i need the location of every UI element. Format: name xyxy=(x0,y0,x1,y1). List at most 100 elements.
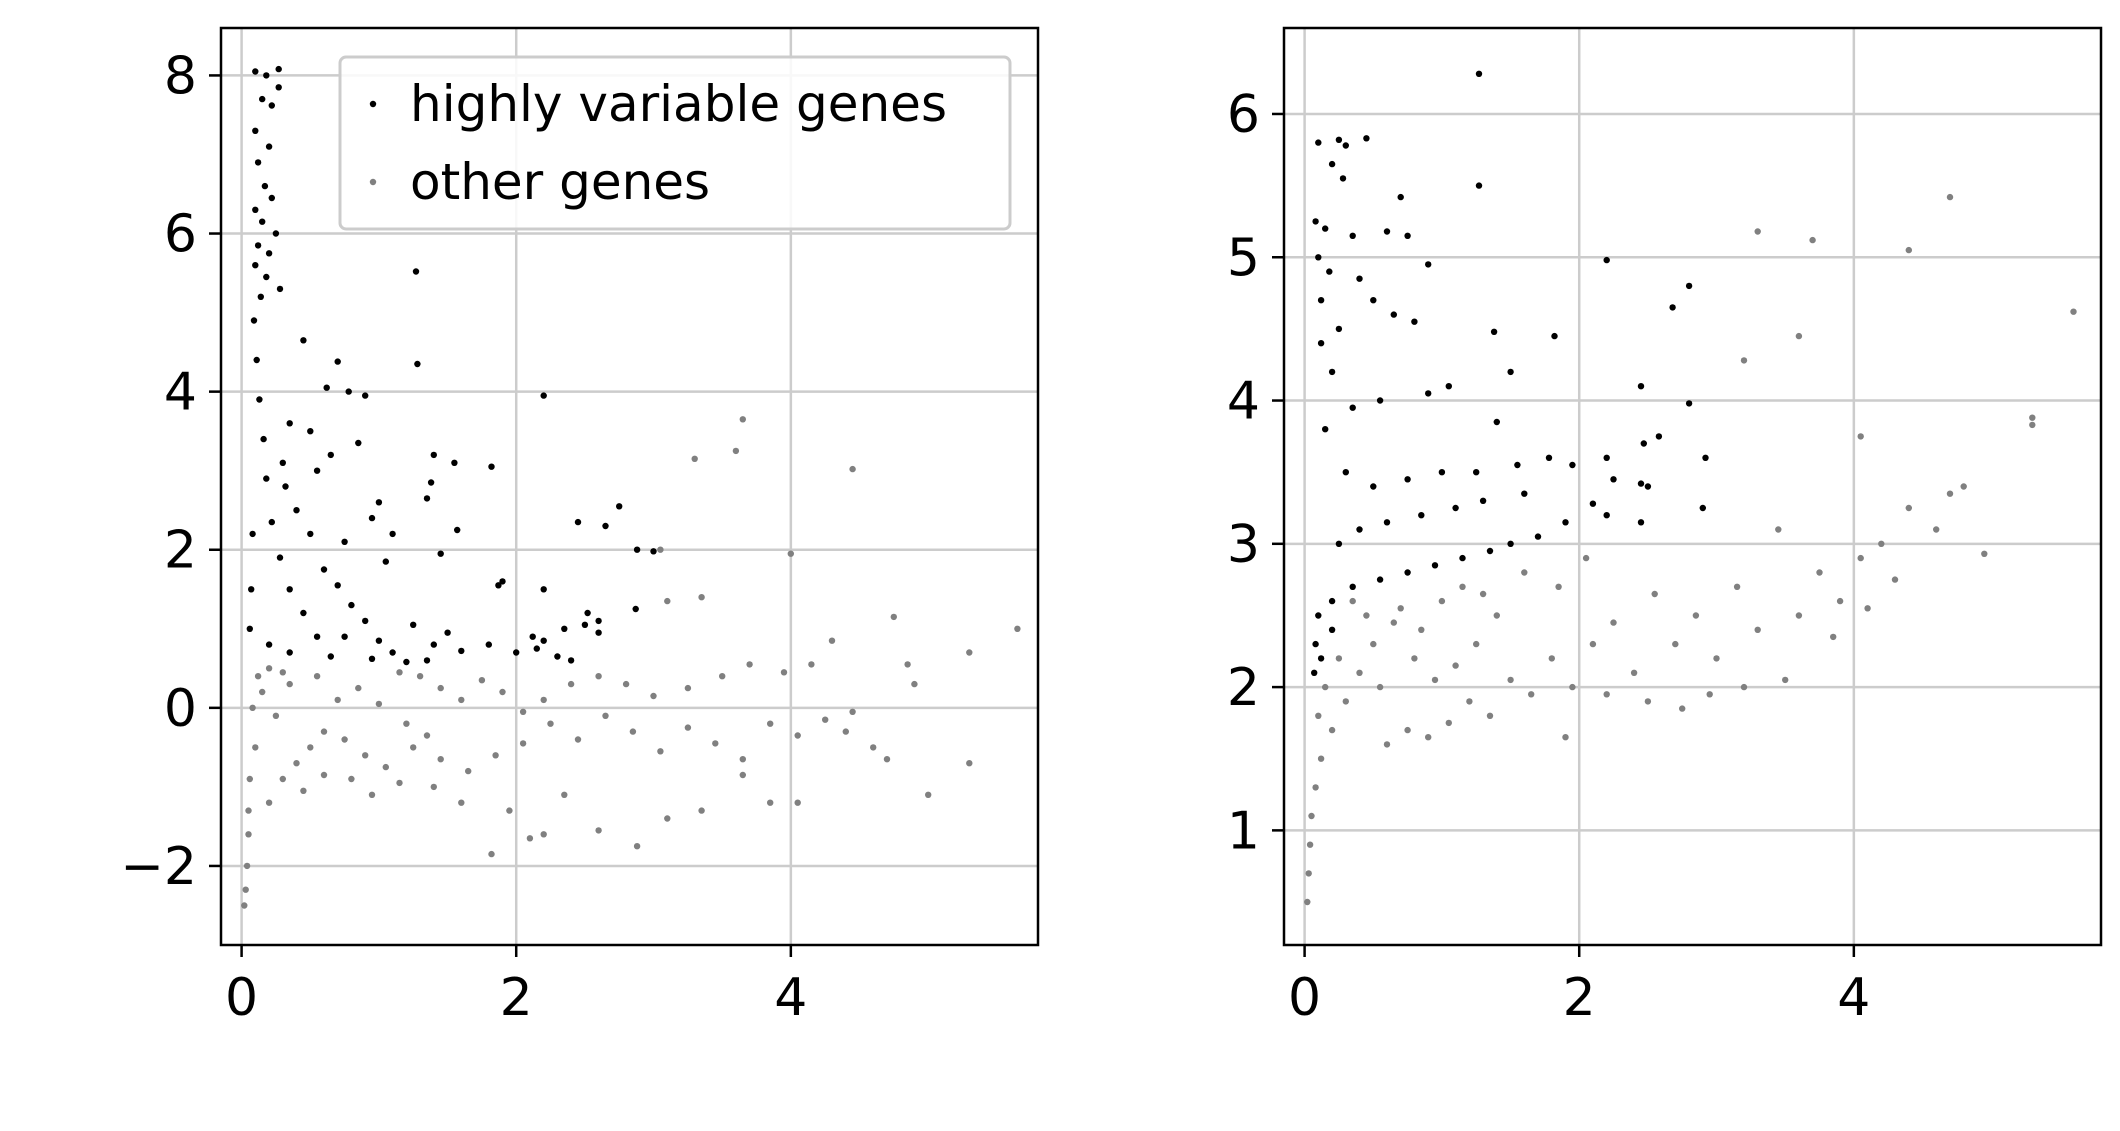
data-point xyxy=(268,518,275,526)
data-point xyxy=(1809,236,1816,244)
y-tick-label: 1 xyxy=(1227,801,1260,861)
scatter-panel-1: 0 2 4 −2 0 2 4 6 8 highly variable genes other gen… xyxy=(120,26,1040,1028)
data-point xyxy=(245,831,252,838)
data-point xyxy=(684,684,692,692)
data-point xyxy=(712,740,719,747)
scatter-panel-2: 0 2 4 1 2 3 4 5 6 xyxy=(1227,26,2103,1028)
data-point xyxy=(252,68,259,75)
data-point xyxy=(966,760,973,767)
data-point xyxy=(1356,275,1363,282)
data-point xyxy=(1562,519,1569,526)
series-other-genes xyxy=(1304,193,2077,906)
data-point xyxy=(1514,461,1521,469)
data-point xyxy=(488,463,495,470)
data-point xyxy=(293,507,300,514)
data-point xyxy=(1582,554,1590,562)
data-point xyxy=(1383,741,1391,748)
data-point xyxy=(904,661,911,668)
data-point xyxy=(265,250,273,257)
data-point xyxy=(437,684,444,692)
data-point xyxy=(632,605,639,613)
data-point xyxy=(1864,605,1871,612)
data-point xyxy=(1312,640,1319,648)
data-point xyxy=(554,653,561,660)
data-point xyxy=(286,420,293,427)
data-point xyxy=(375,700,383,708)
data-point xyxy=(787,550,794,557)
data-point xyxy=(241,902,248,909)
data-point xyxy=(1376,683,1384,691)
data-point xyxy=(488,850,495,858)
data-point xyxy=(633,843,641,850)
data-point xyxy=(348,775,355,783)
data-point xyxy=(410,621,417,628)
data-point xyxy=(272,230,280,237)
data-point xyxy=(320,728,328,735)
data-point xyxy=(282,483,289,490)
data-point xyxy=(1857,433,1864,440)
data-point xyxy=(430,783,437,791)
data-point xyxy=(540,831,547,838)
data-point xyxy=(341,538,348,545)
data-point xyxy=(691,455,698,462)
y-tick-label: 6 xyxy=(1227,85,1260,145)
data-point xyxy=(313,467,321,474)
data-point xyxy=(1493,418,1501,426)
data-point xyxy=(966,649,973,656)
data-point xyxy=(427,479,435,486)
data-point xyxy=(602,712,609,719)
data-point xyxy=(254,242,262,249)
data-point xyxy=(842,728,849,735)
data-point xyxy=(1836,597,1844,605)
data-point xyxy=(1317,340,1325,347)
data-point xyxy=(437,550,444,557)
data-point xyxy=(1397,605,1404,612)
data-point xyxy=(252,744,259,751)
data-point xyxy=(1328,626,1336,633)
data-point xyxy=(1418,512,1425,519)
data-point xyxy=(719,673,726,680)
data-point xyxy=(1479,590,1487,598)
data-point xyxy=(519,708,527,715)
data-point xyxy=(595,629,602,636)
data-point xyxy=(1404,232,1411,239)
data-point xyxy=(1551,332,1558,340)
data-point xyxy=(1603,256,1610,264)
data-point xyxy=(1317,297,1325,304)
data-point xyxy=(246,625,253,632)
data-point xyxy=(664,815,671,822)
data-point xyxy=(1328,160,1336,168)
data-point xyxy=(1685,400,1693,407)
data-point xyxy=(664,597,671,605)
data-point xyxy=(362,752,369,759)
data-point xyxy=(1754,626,1761,633)
data-point xyxy=(595,827,602,834)
data-point xyxy=(1486,712,1494,719)
data-point xyxy=(341,736,348,743)
data-point xyxy=(1933,526,1940,533)
data-point xyxy=(249,530,256,538)
data-point xyxy=(257,293,264,300)
data-point xyxy=(1356,669,1363,676)
data-point xyxy=(1740,357,1748,364)
data-point xyxy=(890,613,897,621)
data-point xyxy=(1733,583,1741,590)
data-point xyxy=(1669,304,1676,311)
data-point xyxy=(746,661,753,668)
data-point xyxy=(1445,719,1453,727)
x-tick-label: 0 xyxy=(1288,968,1321,1028)
data-point xyxy=(279,775,286,783)
data-point xyxy=(263,273,270,281)
data-point xyxy=(1692,612,1700,619)
data-point xyxy=(334,696,341,704)
data-point xyxy=(348,601,355,609)
series-highly-variable-genes xyxy=(1311,70,1709,676)
data-point xyxy=(1425,390,1432,397)
data-point xyxy=(1521,569,1528,576)
data-point xyxy=(1311,669,1318,676)
data-point xyxy=(1640,440,1648,447)
data-point xyxy=(1475,70,1483,78)
data-point xyxy=(1610,476,1617,483)
data-point xyxy=(581,621,589,628)
data-point xyxy=(1706,691,1713,698)
